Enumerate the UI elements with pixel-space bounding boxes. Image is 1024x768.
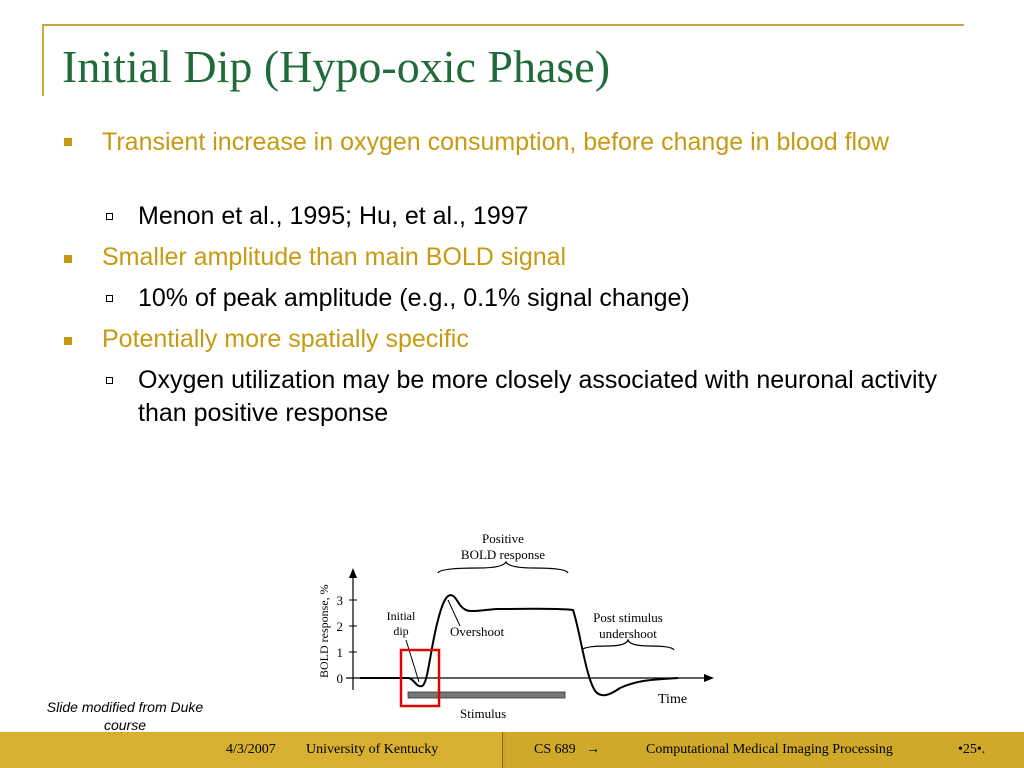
top-rule	[42, 24, 964, 26]
sub-bullet-marker	[106, 213, 113, 220]
y-axis-arrowhead	[349, 568, 357, 578]
footer-institution: University of Kentucky	[306, 742, 439, 757]
overshoot-pointer	[447, 599, 461, 627]
sub-bullet-2-text: 10% of peak amplitude (e.g., 0.1% signal…	[138, 284, 690, 312]
sub-bullet-marker	[106, 377, 113, 384]
bold-response-figure: BOLD response, % 0 1 2 3 Positive BOLD r…	[298, 530, 726, 735]
footer-course: CS 689	[534, 742, 576, 757]
sub-bullet-3-text: Oxygen utilization may be more closely a…	[138, 366, 937, 427]
footer-page-number: •25•.	[958, 742, 986, 757]
initial-dip-label-line-1: Initial	[387, 609, 416, 623]
stimulus-bar	[407, 691, 566, 699]
y-tick-3: 3	[337, 593, 344, 608]
y-tick-2: 2	[337, 619, 344, 634]
bullet-1-text: Transient increase in oxygen consumption…	[102, 128, 890, 156]
overshoot-label: Overshoot	[450, 624, 505, 639]
y-tick-0: 0	[337, 671, 344, 686]
bold-curve	[360, 594, 679, 697]
footer-bar: 4/3/2007 University of Kentucky CS 689 →…	[0, 732, 1024, 768]
bullet-3-text: Potentially more spatially specific	[102, 325, 469, 353]
stimulus-label: Stimulus	[460, 706, 506, 721]
initial-dip-pointer	[405, 639, 420, 683]
y-axis-label: BOLD response, %	[317, 584, 331, 678]
left-rule	[42, 24, 44, 96]
sub-bullet-marker	[106, 295, 113, 302]
bullet-marker	[64, 138, 72, 146]
positive-response-brace	[437, 560, 569, 574]
sub-bullet-1-text: Menon et al., 1995; Hu, et al., 1997	[138, 202, 529, 230]
bullet-2-text: Smaller amplitude than main BOLD signal	[102, 243, 567, 271]
initial-dip-label-line-2: dip	[393, 624, 408, 638]
initial-dip-highlight-box	[399, 648, 441, 708]
slide-caption: Slide modified from Duke course	[46, 699, 204, 733]
bullet-marker	[64, 337, 72, 345]
undershoot-brace	[581, 638, 675, 651]
positive-label-line-2: BOLD response	[461, 547, 545, 562]
positive-label-line-1: Positive	[482, 531, 524, 546]
time-label: Time	[658, 692, 687, 707]
bullet-marker	[64, 255, 72, 263]
slide-title: Initial Dip (Hypo-oxic Phase)	[62, 41, 611, 92]
x-axis-arrowhead	[704, 674, 714, 682]
undershoot-label-line-1: Post stimulus	[593, 610, 663, 625]
footer-date: 4/3/2007	[226, 742, 276, 757]
footer-right-panel: CS 689 → Computational Medical Imaging P…	[506, 732, 1024, 768]
footer-course-title: Computational Medical Imaging Processing	[646, 742, 893, 757]
footer-left-panel: 4/3/2007 University of Kentucky	[0, 732, 503, 768]
footer-arrow-icon: →	[586, 742, 600, 757]
undershoot-label-line-2: undershoot	[599, 626, 657, 641]
y-tick-1: 1	[337, 645, 344, 660]
bold-response-diagram: BOLD response, % 0 1 2 3 Positive BOLD r…	[317, 531, 714, 721]
